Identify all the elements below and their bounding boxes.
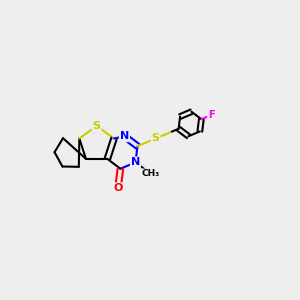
Text: N: N (131, 158, 140, 167)
Text: S: S (152, 134, 160, 143)
Text: O: O (113, 183, 123, 193)
Text: S: S (93, 121, 101, 131)
Text: CH₃: CH₃ (141, 169, 160, 178)
Text: F: F (208, 110, 214, 120)
Text: N: N (120, 131, 129, 141)
